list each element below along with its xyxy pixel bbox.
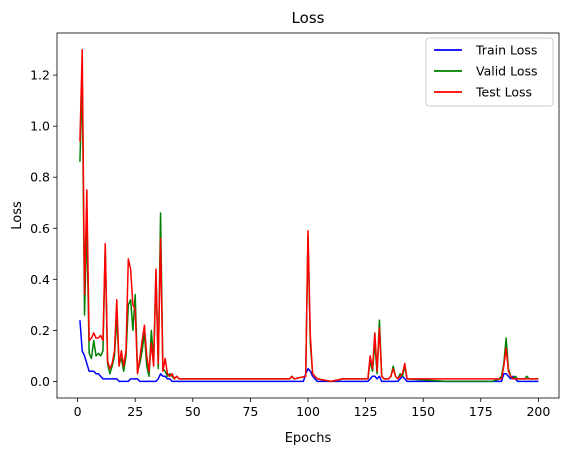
x-tick-label: 200: [526, 404, 550, 419]
x-tick-label: 25: [127, 404, 143, 419]
y-tick-label: 0.0: [30, 374, 50, 389]
y-tick-label: 1.0: [30, 119, 50, 134]
series-line-1: [79, 76, 539, 383]
legend: Train Loss Valid Loss Test Loss: [425, 37, 554, 107]
x-tick-label: 150: [411, 404, 435, 419]
y-tick-label: 0.6: [30, 221, 50, 236]
chart-title: Loss: [292, 9, 325, 27]
legend-label: Test Loss: [475, 85, 532, 100]
y-axis-label: Loss: [10, 201, 25, 230]
legend-label: Valid Loss: [476, 64, 538, 79]
x-tick-label: 75: [242, 404, 258, 419]
y-axis-ticks: 0.0 0.2 0.4 0.6 0.8 1.0 1.2: [30, 68, 57, 389]
x-axis-ticks: 0 25 50 75 100 125 150 175 200: [74, 398, 550, 419]
y-tick-label: 0.4: [30, 272, 50, 287]
x-tick-label: 125: [354, 404, 378, 419]
legend-label: Train Loss: [475, 43, 537, 58]
x-axis-label: Epochs: [285, 431, 332, 446]
series-line-0: [79, 320, 539, 383]
x-tick-label: 50: [185, 404, 201, 419]
y-tick-label: 0.8: [30, 170, 50, 185]
series-line-2: [79, 48, 539, 383]
y-tick-label: 1.2: [30, 68, 50, 83]
x-tick-label: 175: [469, 404, 493, 419]
y-tick-label: 0.2: [30, 323, 50, 338]
plot-frame: [56, 32, 560, 399]
x-tick-label: 0: [74, 404, 82, 419]
x-tick-label: 100: [296, 404, 320, 419]
legend-box: [425, 37, 554, 107]
series-lines: [79, 48, 539, 383]
